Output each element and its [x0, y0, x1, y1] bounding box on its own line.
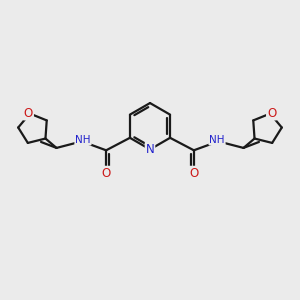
Text: N: N [146, 143, 154, 156]
Text: NH: NH [75, 135, 91, 145]
Text: O: O [24, 106, 33, 119]
Text: O: O [189, 167, 199, 180]
Text: NH: NH [209, 135, 225, 145]
Text: O: O [101, 167, 111, 180]
Text: O: O [267, 106, 276, 119]
